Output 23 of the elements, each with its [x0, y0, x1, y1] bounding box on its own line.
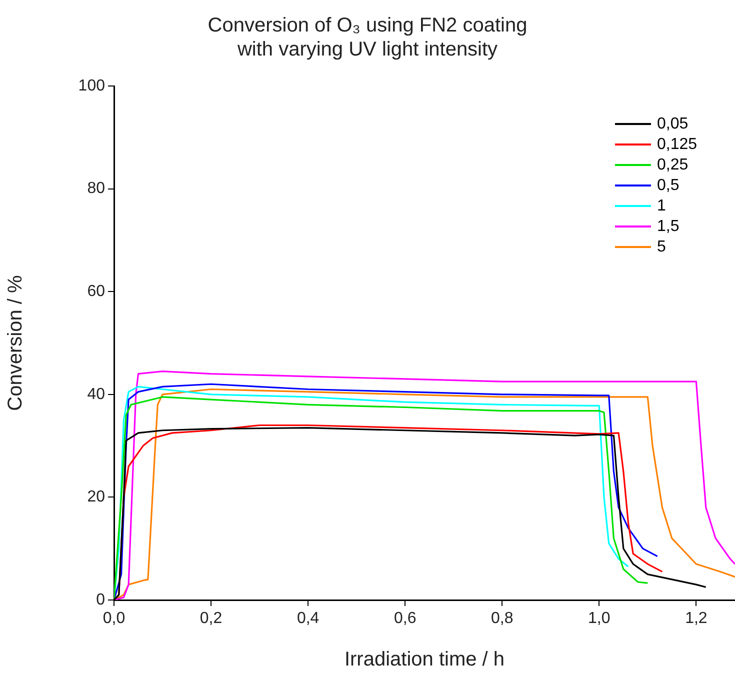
x-tick-label: 0,0 [102, 610, 126, 628]
x-tick-label: 1,0 [588, 610, 610, 628]
y-tick-label: 0 [96, 591, 106, 608]
x-axis-title: Irradiation time / h [344, 648, 505, 671]
legend-label: 0,25 [657, 156, 688, 174]
legend-label: 5 [657, 238, 666, 256]
y-tick-label: 80 [87, 180, 106, 198]
y-tick-label: 100 [78, 77, 106, 94]
legend-label: 0,5 [657, 176, 680, 194]
x-tick-label: 0,4 [296, 610, 320, 628]
y-tick-label: 20 [87, 488, 106, 506]
legend-label: 0,05 [657, 115, 688, 132]
x-tick-label: 0,6 [394, 610, 416, 628]
y-tick-label: 40 [87, 386, 106, 403]
x-tick-label: 0,2 [200, 610, 222, 628]
legend-label: 1 [657, 197, 666, 214]
legend-label: 1,5 [657, 218, 680, 235]
chart-title: Conversion of O₃ using FN2 coating with varying UV light intensity [208, 14, 528, 61]
legend-label: 0,125 [657, 136, 698, 153]
x-tick-label: 0,8 [491, 610, 514, 628]
y-tick-label: 60 [87, 283, 106, 300]
x-tick-label: 1,2 [685, 610, 708, 628]
y-axis-title: Conversion / % [4, 274, 27, 411]
